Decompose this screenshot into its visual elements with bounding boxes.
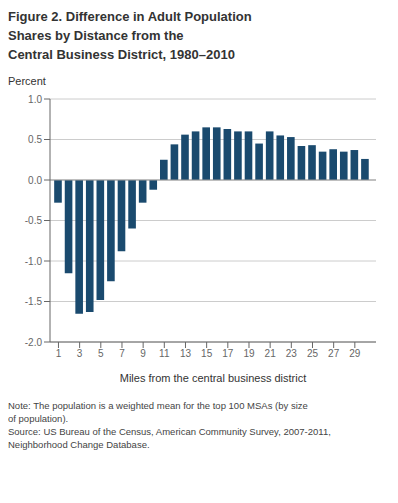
svg-text:19: 19 — [243, 348, 255, 359]
svg-text:15: 15 — [201, 348, 213, 359]
svg-text:5: 5 — [98, 348, 104, 359]
svg-text:25: 25 — [307, 348, 319, 359]
svg-text:13: 13 — [180, 348, 192, 359]
svg-text:-1.5: -1.5 — [25, 296, 43, 307]
svg-text:1: 1 — [56, 348, 62, 359]
svg-text:11: 11 — [159, 348, 170, 359]
svg-text:3: 3 — [77, 348, 83, 359]
svg-text:-2.0: -2.0 — [25, 336, 43, 347]
svg-text:21: 21 — [265, 348, 277, 359]
html-text:Percent: Percent — [8, 74, 46, 87]
svg-text:-0.5: -0.5 — [25, 215, 43, 226]
svg-text:0.0: 0.0 — [28, 174, 42, 185]
svg-text:7: 7 — [119, 348, 125, 359]
html-text:Note: The population is a weig: Note: The population is a weighted mean … — [8, 399, 331, 451]
svg-text:9: 9 — [140, 348, 146, 359]
svg-text:17: 17 — [222, 348, 234, 359]
svg-text:1.0: 1.0 — [28, 93, 42, 104]
svg-text:Miles from the central busines: Miles from the central business district — [120, 372, 306, 384]
svg-text:29: 29 — [349, 348, 361, 359]
svg-text:0.5: 0.5 — [28, 134, 42, 145]
svg-text:-1.0: -1.0 — [25, 255, 43, 266]
svg-text:23: 23 — [286, 348, 298, 359]
html-text:Figure 2. Difference in Adult: Figure 2. Difference in Adult Population… — [8, 9, 252, 62]
svg-text:27: 27 — [328, 348, 340, 359]
